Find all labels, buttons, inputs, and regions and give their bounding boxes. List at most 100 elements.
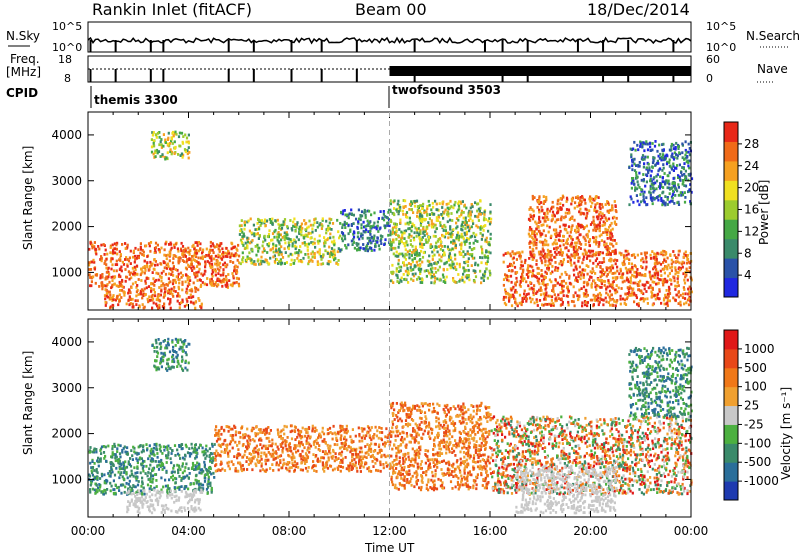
power-cell bbox=[687, 297, 691, 301]
power-cell bbox=[447, 207, 451, 211]
power-cell bbox=[115, 269, 118, 273]
power-cell bbox=[318, 252, 321, 255]
power-cell bbox=[442, 229, 445, 232]
power-cell bbox=[152, 288, 156, 291]
power-cell bbox=[507, 269, 511, 272]
velocity-cell bbox=[142, 469, 145, 473]
power-cell bbox=[578, 233, 581, 237]
power-cell bbox=[475, 233, 478, 237]
power-cell bbox=[454, 246, 457, 250]
power-cell bbox=[679, 303, 682, 307]
power-cell bbox=[599, 296, 602, 300]
power-cell bbox=[163, 284, 166, 287]
power-cell bbox=[688, 285, 691, 289]
power-cell bbox=[537, 272, 540, 275]
power-cell bbox=[615, 300, 618, 304]
power-cell bbox=[573, 261, 576, 265]
power-cell bbox=[480, 281, 483, 285]
velocity-cell bbox=[187, 487, 190, 491]
power-cell bbox=[434, 267, 437, 270]
power-cell bbox=[681, 174, 684, 177]
power-cell bbox=[638, 203, 641, 207]
power-cell bbox=[669, 187, 672, 191]
power-cell bbox=[188, 253, 191, 256]
power-cell bbox=[565, 281, 568, 285]
power-cell bbox=[525, 297, 529, 301]
power-cell bbox=[554, 250, 557, 254]
velocity-cell bbox=[108, 470, 111, 473]
power-cell bbox=[242, 244, 245, 247]
power-cell bbox=[677, 274, 680, 278]
velocity-cell bbox=[144, 472, 147, 475]
power-cell bbox=[662, 253, 665, 257]
power-cell bbox=[609, 238, 613, 241]
power-cell bbox=[397, 212, 400, 216]
power-cell bbox=[448, 255, 451, 258]
power-cell bbox=[568, 234, 571, 238]
power-cell bbox=[670, 282, 673, 286]
power-cell bbox=[527, 264, 530, 267]
power-cell bbox=[225, 275, 228, 278]
power-cell bbox=[598, 224, 601, 228]
power-cell bbox=[611, 216, 615, 220]
power-cell bbox=[441, 273, 445, 277]
plot-title: Rankin Inlet (fitACF) bbox=[92, 0, 252, 19]
power-cell bbox=[141, 303, 144, 306]
power-cell bbox=[309, 236, 312, 240]
power-cell bbox=[546, 224, 549, 228]
power-cell bbox=[547, 252, 550, 256]
power-cell bbox=[642, 141, 645, 145]
power-cell bbox=[142, 250, 145, 254]
power-cell bbox=[200, 306, 203, 310]
power-cell bbox=[549, 250, 552, 253]
power-cell bbox=[343, 223, 346, 227]
power-cell bbox=[277, 231, 280, 234]
power-cell bbox=[360, 223, 363, 227]
velocity-cell bbox=[142, 486, 145, 490]
power-cell bbox=[387, 233, 390, 237]
power-cell bbox=[531, 208, 534, 211]
power-cell bbox=[684, 292, 687, 296]
power-cell bbox=[341, 239, 344, 243]
power-cell bbox=[181, 245, 185, 248]
power-cell bbox=[318, 234, 321, 238]
power-cell bbox=[407, 235, 410, 239]
power-cell bbox=[626, 292, 629, 295]
power-cell bbox=[600, 279, 603, 282]
power-cell bbox=[575, 241, 578, 245]
power-cell bbox=[663, 180, 666, 184]
power-cell bbox=[206, 277, 209, 280]
power-cell bbox=[545, 291, 548, 295]
power-cell bbox=[445, 202, 448, 206]
power-cell bbox=[441, 206, 444, 209]
power-cell bbox=[360, 226, 363, 230]
power-cell bbox=[134, 258, 137, 261]
power-cell bbox=[311, 255, 314, 259]
power-cell bbox=[628, 285, 631, 288]
power-cell bbox=[597, 251, 600, 254]
power-cell bbox=[487, 229, 490, 233]
power-cell bbox=[329, 232, 332, 236]
power-cell bbox=[88, 263, 91, 267]
power-cell bbox=[636, 284, 640, 288]
power-cell bbox=[668, 161, 671, 164]
power-cell bbox=[468, 229, 471, 233]
power-cell bbox=[593, 252, 596, 256]
power-cell bbox=[611, 227, 614, 231]
power-cell bbox=[465, 230, 468, 234]
power-cell bbox=[593, 297, 596, 301]
velocity-cell bbox=[152, 468, 155, 472]
power-cell bbox=[202, 248, 205, 252]
power-cell bbox=[460, 211, 463, 215]
power-cell bbox=[585, 208, 588, 212]
power-cell bbox=[516, 304, 519, 308]
power-cell bbox=[465, 269, 468, 272]
velocity-cell bbox=[185, 485, 188, 488]
power-cell bbox=[550, 219, 553, 223]
power-cell bbox=[389, 199, 392, 203]
velocity-cell bbox=[104, 489, 107, 492]
power-cell bbox=[316, 239, 319, 243]
power-cell bbox=[429, 267, 433, 271]
power-cell bbox=[357, 246, 360, 250]
power-cell bbox=[335, 262, 338, 265]
